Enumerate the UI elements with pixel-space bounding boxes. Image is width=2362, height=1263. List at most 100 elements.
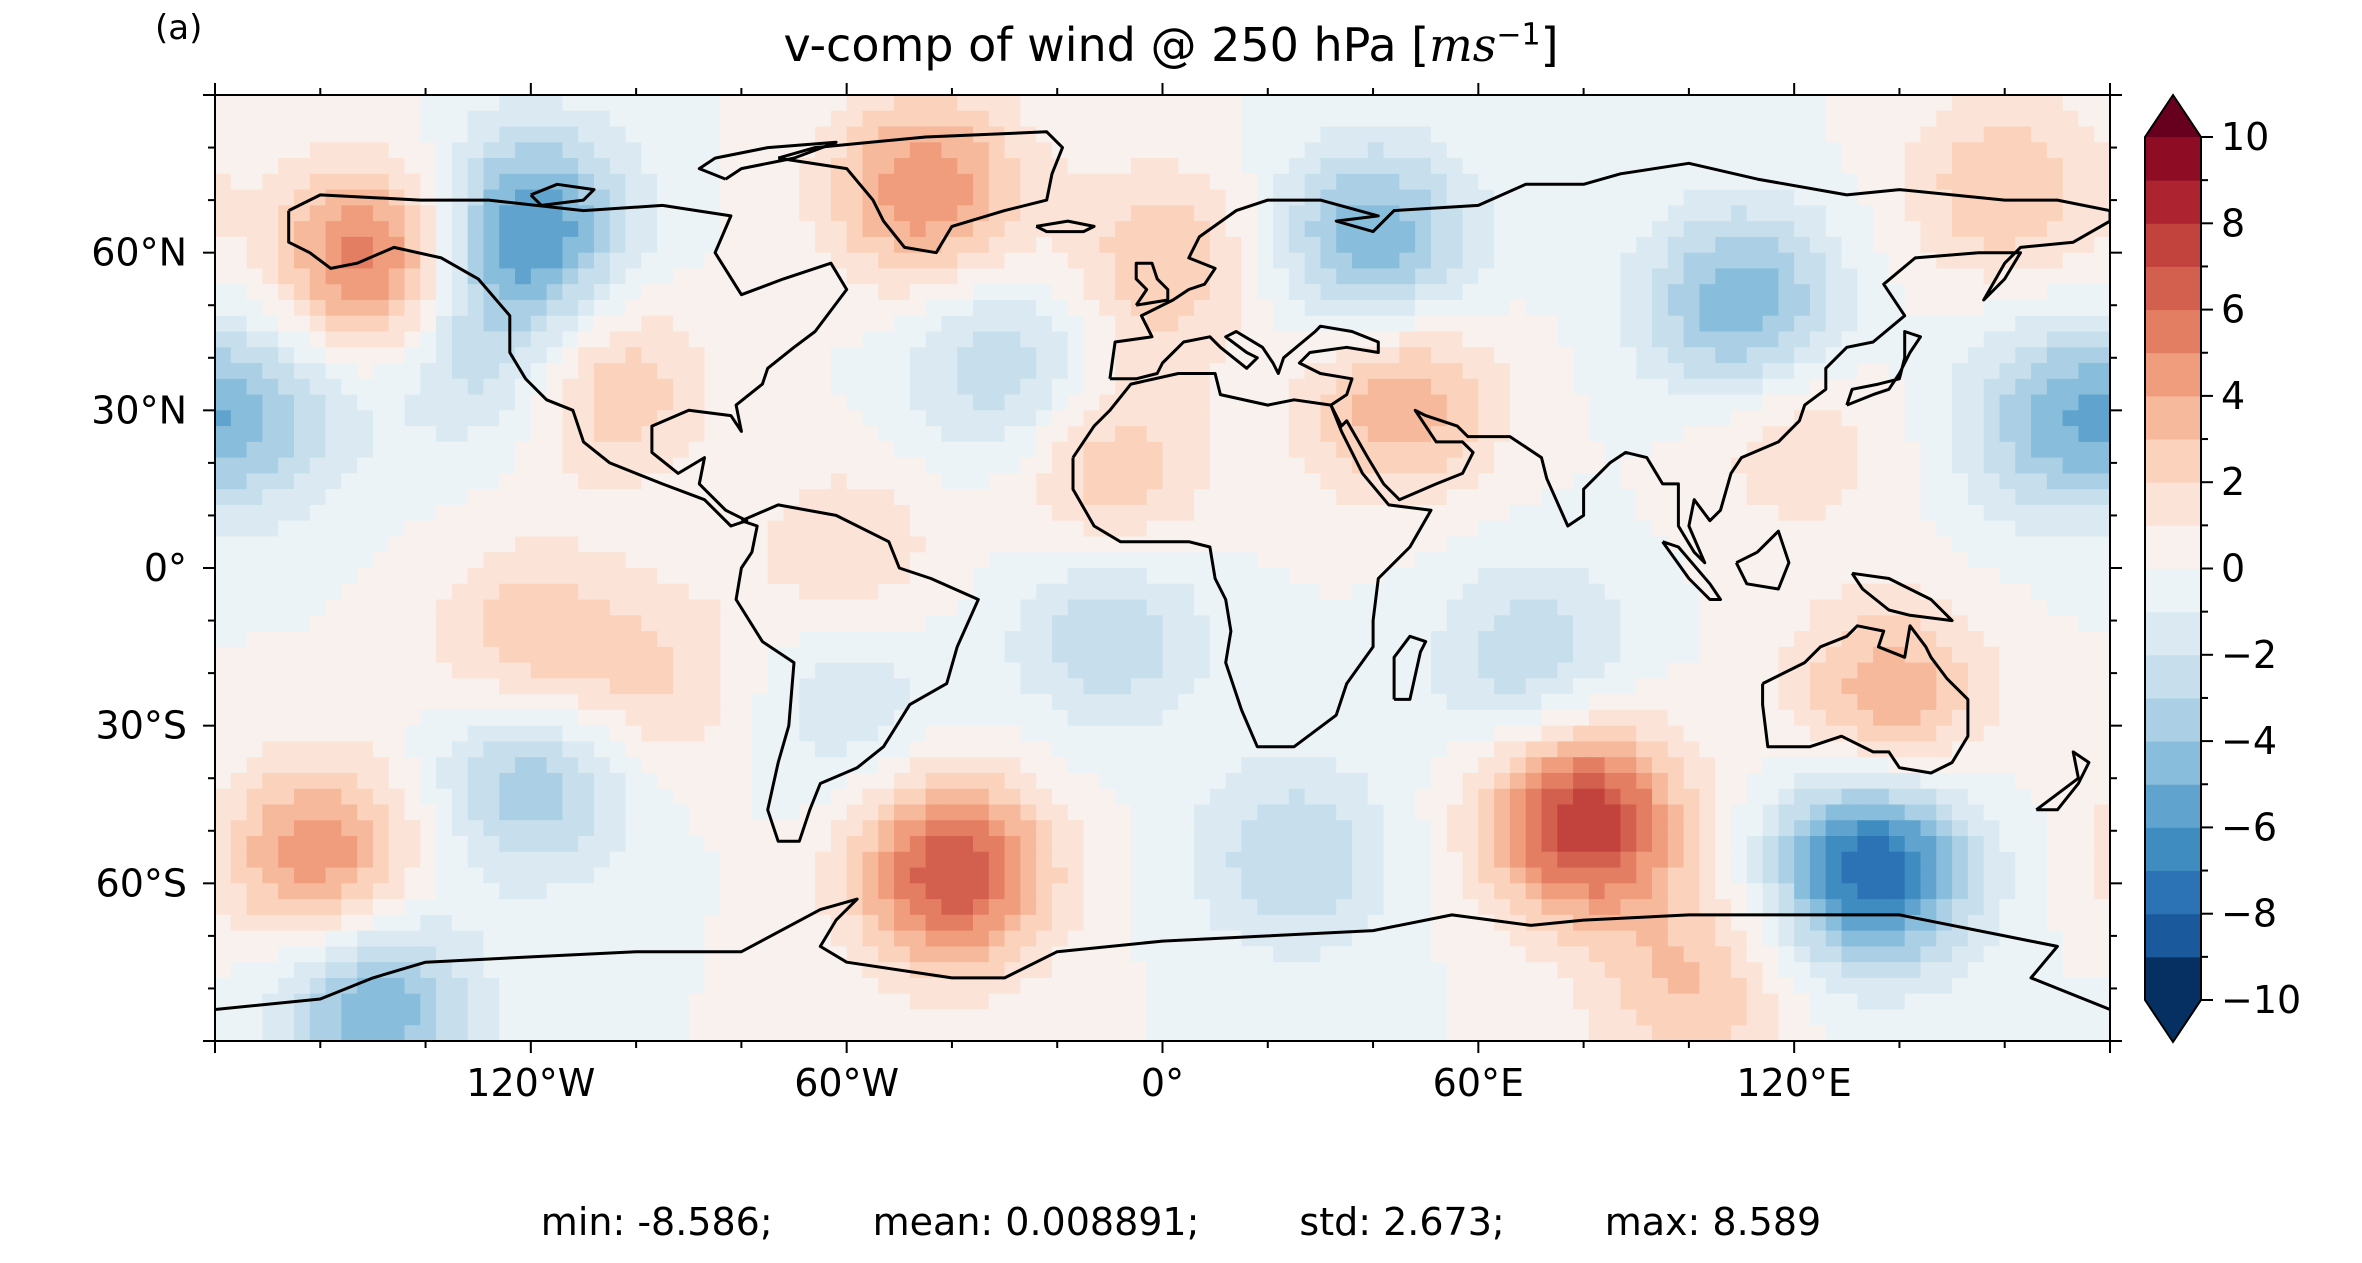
field-cell <box>878 709 895 727</box>
field-cell <box>767 315 785 333</box>
field-cell <box>372 268 390 285</box>
field-cell <box>1794 709 1811 727</box>
field-cell <box>357 426 374 443</box>
field-cell <box>2094 489 2110 506</box>
field-cell <box>1146 252 1164 270</box>
field-cell <box>1667 189 1685 206</box>
field-cell <box>625 520 642 538</box>
field-cell <box>546 410 564 427</box>
field-cell <box>467 583 485 601</box>
field-cell <box>404 489 421 506</box>
field-cell <box>2015 142 2032 159</box>
field-cell <box>688 583 706 601</box>
field-cell <box>1541 552 1558 569</box>
field-cell <box>246 426 263 443</box>
field-cell <box>341 725 358 743</box>
field-cell <box>909 268 927 285</box>
field-cell <box>1446 457 1464 474</box>
field-cell <box>1162 504 1179 522</box>
field-cell <box>1241 189 1258 206</box>
field-cell <box>1967 504 1985 522</box>
field-cell <box>1067 173 1085 191</box>
field-cell <box>1115 662 1132 679</box>
field-cell <box>894 315 911 333</box>
field-cell <box>2078 426 2095 443</box>
field-cell <box>625 426 642 443</box>
field-cell <box>625 95 642 112</box>
field-cell <box>1399 252 1416 270</box>
field-cell <box>499 126 516 143</box>
field-cell <box>1873 504 1890 522</box>
field-cell <box>1020 252 1037 270</box>
field-cell <box>262 236 279 254</box>
field-cell <box>1731 95 1748 112</box>
field-cell <box>1225 158 1243 175</box>
field-cell <box>1952 221 1969 238</box>
field-cell <box>783 426 800 443</box>
field-cell <box>2046 205 2064 222</box>
field-cell <box>1020 268 1037 285</box>
field-cell <box>404 646 421 664</box>
field-cell <box>1083 489 1100 506</box>
field-cell <box>1336 599 1353 616</box>
field-cell <box>1652 284 1669 301</box>
field-cell <box>2078 315 2095 333</box>
field-cell <box>1699 441 1716 459</box>
field-cell <box>2046 299 2064 317</box>
field-cell <box>1083 142 1100 159</box>
field-cell <box>467 489 485 506</box>
field-cell <box>515 110 532 128</box>
field-cell <box>1541 394 1558 411</box>
field-cell <box>1715 110 1732 128</box>
field-cell <box>862 110 879 128</box>
field-cell <box>309 158 327 175</box>
field-cell <box>988 473 1006 490</box>
field-cell <box>578 599 595 616</box>
field-cell <box>562 142 579 159</box>
field-cell <box>815 126 832 143</box>
field-cell <box>1936 158 1953 175</box>
field-cell <box>546 363 564 380</box>
field-cell <box>1588 299 1606 317</box>
field-cell <box>941 504 958 522</box>
field-cell <box>1225 173 1243 191</box>
field-cell <box>1494 441 1511 459</box>
field-cell <box>799 394 816 411</box>
field-cell <box>894 394 911 411</box>
field-cell <box>1667 173 1685 191</box>
field-cell <box>1620 410 1637 427</box>
field-cell <box>1699 347 1716 364</box>
field-cell <box>293 725 311 743</box>
field-cell <box>594 95 611 112</box>
field-cell <box>1004 158 1021 175</box>
field-cell <box>878 599 895 616</box>
field-cell <box>1146 315 1164 333</box>
field-cell <box>609 378 627 396</box>
field-cell <box>309 662 327 679</box>
field-cell <box>341 694 358 711</box>
field-cell <box>2031 678 2048 695</box>
field-cell <box>436 646 453 664</box>
field-cell <box>246 126 263 143</box>
field-cell <box>2094 110 2110 128</box>
field-cell <box>1652 410 1669 427</box>
field-cell <box>1888 221 1906 238</box>
field-cell <box>1699 615 1716 632</box>
field-cell <box>1036 473 1053 490</box>
field-cell <box>878 457 895 474</box>
field-cell <box>1099 110 1116 128</box>
field-cell <box>293 205 311 222</box>
field-cell <box>1731 315 1748 333</box>
field-cell <box>1794 426 1811 443</box>
field-cell <box>783 110 800 128</box>
field-cell <box>1399 158 1416 175</box>
field-cell <box>1541 631 1558 648</box>
field-cell <box>1083 126 1100 143</box>
field-cell <box>1399 473 1416 490</box>
field-cell <box>246 583 263 601</box>
field-cell <box>1446 441 1464 459</box>
field-cell <box>436 394 453 411</box>
field-cell <box>1399 363 1416 380</box>
field-cell <box>341 473 358 490</box>
field-cell <box>230 426 248 443</box>
